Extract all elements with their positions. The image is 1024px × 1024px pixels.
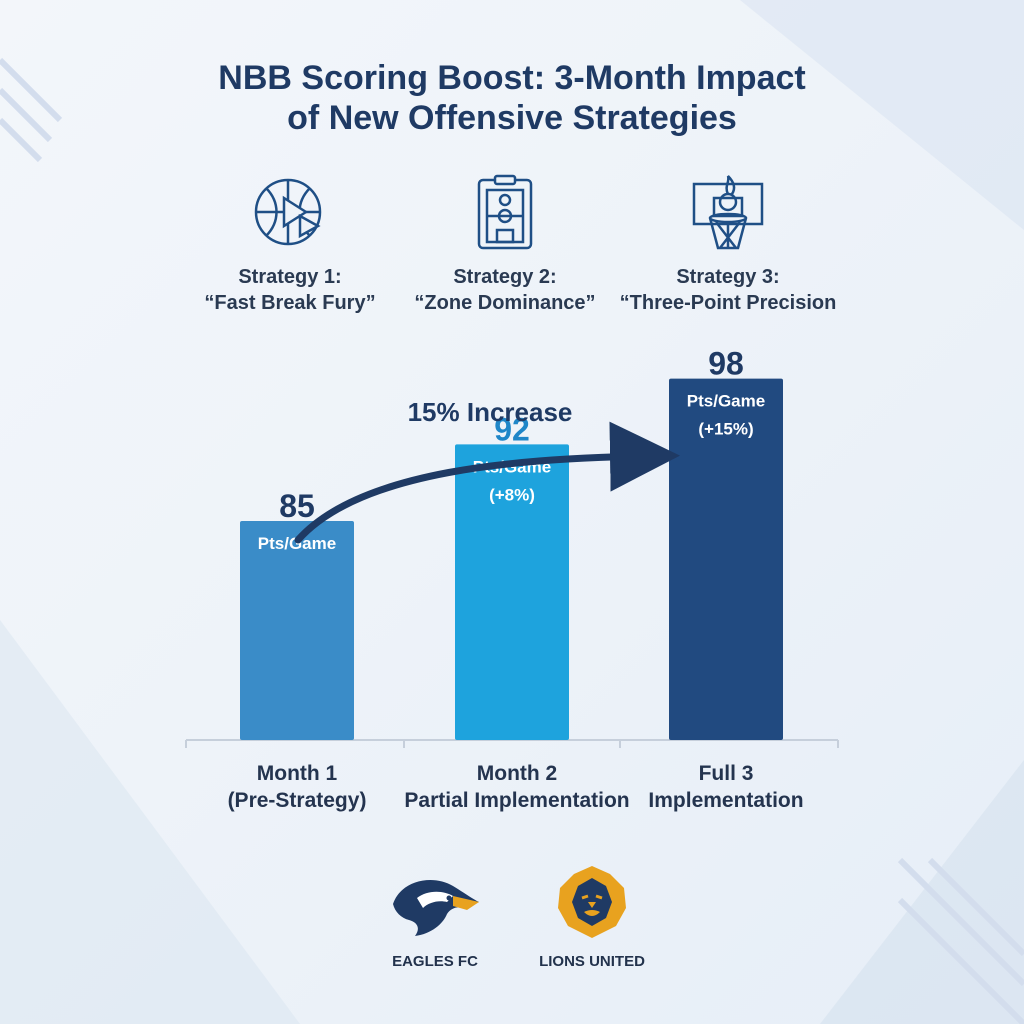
bar-2: [455, 444, 569, 740]
increase-arrow: [294, 421, 680, 544]
lion-logo: [558, 866, 626, 938]
strategy-2-name: Strategy 2:: [453, 266, 557, 288]
team-eagles: EAGLES FC: [355, 868, 515, 970]
flaming-hoop-icon: [692, 175, 764, 250]
clipboard-court-icon: [477, 174, 533, 250]
x-tick-label-3-line-2: Implementation: [648, 789, 804, 812]
team-lions-name: LIONS UNITED: [539, 953, 645, 970]
x-tick-label-2-line-2: Partial Implementation: [404, 789, 630, 812]
bar-1: [240, 521, 354, 740]
bar-2-value-label: 92: [494, 411, 530, 447]
strategy-3: Strategy 3: “Three-Point Precision: [608, 172, 848, 316]
strategy-1-quote: “Fast Break Fury”: [204, 292, 376, 314]
bar-1-value-label: 85: [279, 488, 315, 524]
bar-1-inner-label-1: Pts/Game: [258, 534, 336, 553]
strategy-1-name: Strategy 1:: [238, 266, 342, 288]
x-tick-label-1-line-2: (Pre-Strategy): [227, 789, 367, 812]
chart-title-line-2: of New Offensive Strategies: [287, 99, 737, 137]
increase-annotation: 15% Increase: [408, 397, 573, 427]
bar-3-inner-label-1: Pts/Game: [687, 392, 765, 411]
bar-2-inner-label-2: (+8%): [489, 485, 535, 504]
x-tick-label-1: Month 1 (Pre-Strategy): [177, 760, 417, 814]
strategy-2: Strategy 2: “Zone Dominance”: [385, 172, 625, 316]
x-tick-label-1-line-1: Month 1: [256, 762, 338, 785]
team-eagles-name: EAGLES FC: [392, 953, 478, 970]
x-tick-label-3-line-1: Full 3: [698, 762, 754, 785]
basketball-play-icon: [254, 178, 322, 246]
strategy-1: Strategy 1: “Fast Break Fury”: [170, 172, 410, 316]
x-tick-label-2: Month 2 Partial Implementation: [397, 760, 637, 814]
strategy-3-quote: “Three-Point Precision: [619, 292, 837, 314]
strategy-3-name: Strategy 3:: [676, 266, 780, 288]
bar-3-value-label: 98: [708, 346, 744, 382]
strategy-2-quote: “Zone Dominance”: [414, 292, 596, 314]
chart-title: NBB Scoring Boost: 3-Month Impact of New…: [0, 58, 1024, 138]
x-tick-label-3: Full 3 Implementation: [606, 760, 846, 814]
bar-3: [669, 378, 783, 740]
bar-3-inner-label-2: (+15%): [698, 420, 753, 439]
x-tick-label-2-line-1: Month 2: [476, 762, 558, 785]
chart-title-line-1: NBB Scoring Boost: 3-Month Impact: [218, 59, 806, 97]
eagle-logo: [393, 880, 479, 936]
team-lions: LIONS UNITED: [512, 864, 672, 970]
